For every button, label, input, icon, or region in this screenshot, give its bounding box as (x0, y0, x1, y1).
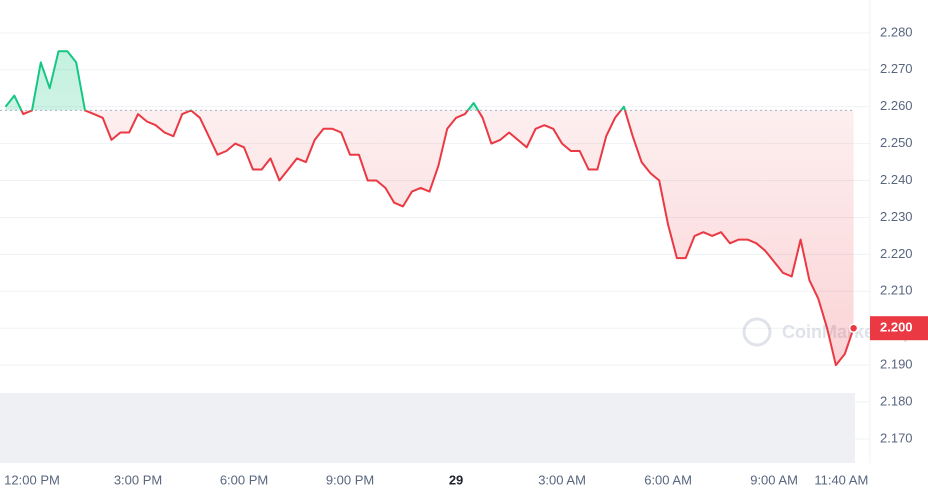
x-tick-label: 3:00 AM (538, 472, 586, 487)
x-tick-label: 3:00 PM (114, 472, 162, 487)
x-tick-label: 29 (449, 472, 463, 487)
x-tick-label: 12:00 PM (4, 472, 60, 487)
last-point (848, 323, 859, 333)
y-tick-label: 2.190 (880, 357, 913, 372)
y-tick-label: 2.210 (880, 283, 913, 298)
y-tick-label: 2.180 (880, 393, 913, 408)
y-tick-label: 2.240 (880, 172, 913, 187)
x-tick-label: 9:00 PM (326, 472, 374, 487)
price-badge (870, 316, 928, 341)
x-tick-label: 11:40 AM (814, 472, 868, 487)
y-tick-label: 2.170 (880, 430, 913, 445)
y-tick-label: 2.260 (880, 98, 913, 113)
area-down (21, 110, 854, 366)
volume-band (0, 393, 855, 463)
x-tick-label: 6:00 PM (220, 472, 268, 487)
price-line-down (20, 110, 855, 367)
y-tick-label: 2.230 (880, 209, 913, 224)
y-tick-label: 2.280 (880, 24, 913, 39)
y-tick-label: 2.220 (880, 246, 913, 261)
y-tick-label: 2.250 (880, 135, 913, 150)
x-tick-label: 9:00 AM (750, 472, 798, 487)
price-badge-label: 2.200 (880, 320, 913, 335)
x-tick-label: 6:00 AM (644, 472, 692, 487)
y-tick-label: 2.270 (880, 61, 913, 76)
